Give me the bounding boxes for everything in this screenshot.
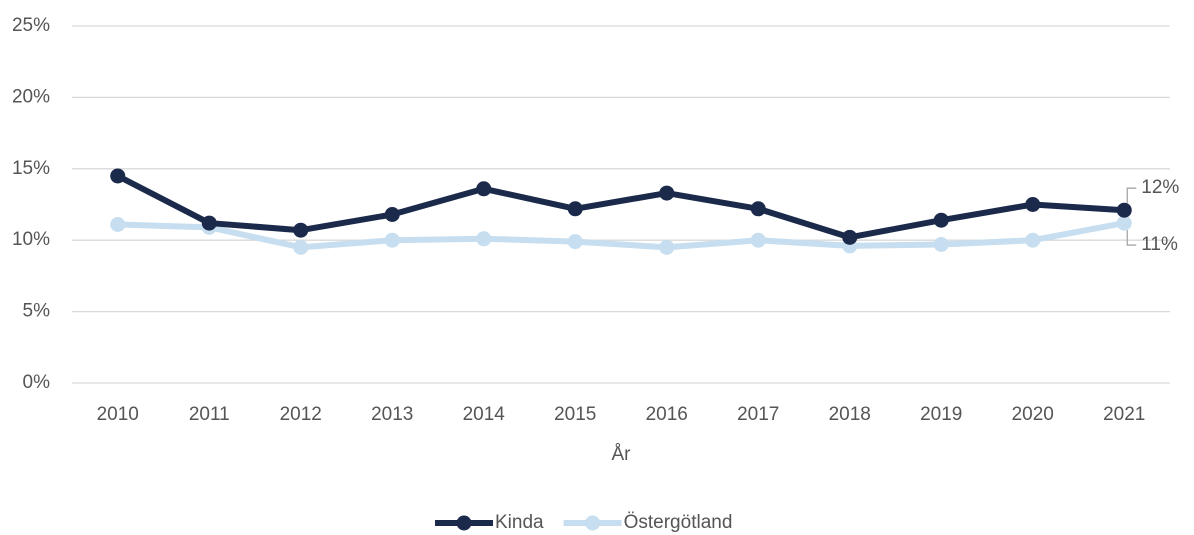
data-point: [659, 239, 675, 255]
data-point: [476, 181, 492, 197]
y-tick-label: 25%: [12, 15, 50, 36]
data-point: [1025, 232, 1041, 248]
label-leader: [1126, 187, 1137, 204]
data-point: [110, 216, 126, 232]
data-point: [1116, 215, 1132, 231]
data-point: [567, 234, 583, 250]
data-point: [750, 201, 766, 217]
data-point: [842, 229, 858, 245]
data-point: [750, 232, 766, 248]
series-line: [117, 220, 1125, 251]
x-tick-label: 2012: [280, 404, 322, 425]
data-point: [567, 201, 583, 217]
legend-label: Östergötland: [624, 512, 733, 533]
y-tick-label: 5%: [23, 301, 51, 322]
data-point: [1025, 197, 1041, 212]
y-tick-label: 10%: [12, 229, 50, 250]
y-tick-label: 0%: [23, 372, 51, 393]
x-tick-label: 2011: [189, 404, 230, 425]
x-tick-label: 2015: [554, 404, 596, 425]
x-tick-label: 2014: [463, 404, 506, 425]
data-point: [476, 231, 492, 247]
data-point: [659, 185, 675, 201]
data-point: [384, 206, 400, 222]
data-point: [933, 212, 949, 228]
legend-marker: [456, 515, 472, 531]
x-tick-label: 2018: [829, 404, 871, 425]
x-tick-label: 2019: [920, 404, 962, 425]
data-point: [201, 215, 217, 231]
legend-label: Kinda: [495, 512, 544, 533]
data-point: [1116, 202, 1132, 218]
x-tick-label: 2010: [97, 404, 139, 425]
x-tick-label: 2017: [737, 404, 779, 425]
x-axis-label: År: [612, 444, 632, 465]
data-point: [110, 168, 126, 184]
x-tick-label: 2013: [371, 404, 413, 425]
data-label: 11%: [1141, 234, 1178, 255]
x-tick-label: 2020: [1012, 404, 1054, 425]
x-tick-label: 2016: [646, 404, 688, 425]
data-point: [384, 232, 400, 248]
data-point: [933, 236, 949, 252]
series-line: [116, 173, 1125, 241]
label-leader: [1126, 230, 1137, 246]
data-point: [293, 239, 309, 255]
data-label: 12%: [1141, 177, 1179, 198]
y-tick-label: 20%: [12, 86, 50, 107]
legend-marker: [585, 515, 601, 531]
x-tick-label: 2021: [1103, 404, 1145, 425]
y-tick-label: 15%: [12, 158, 50, 179]
data-point: [293, 222, 309, 238]
